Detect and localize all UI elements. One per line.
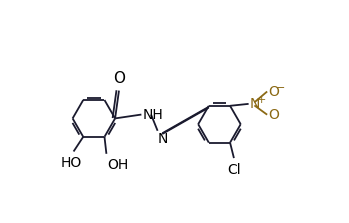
Text: N: N	[158, 132, 168, 146]
Text: NH: NH	[143, 107, 164, 122]
Text: Cl: Cl	[227, 163, 241, 177]
Text: HO: HO	[61, 156, 82, 170]
Text: O: O	[269, 108, 280, 122]
Text: N: N	[250, 97, 260, 111]
Text: O: O	[113, 71, 125, 86]
Text: OH: OH	[107, 159, 129, 172]
Text: −: −	[276, 83, 285, 93]
Text: O: O	[269, 85, 280, 99]
Text: +: +	[256, 95, 266, 105]
